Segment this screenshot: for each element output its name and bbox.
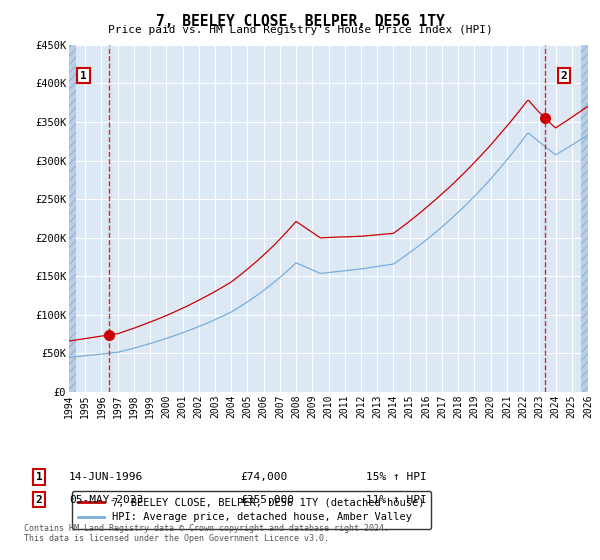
Text: 15% ↑ HPI: 15% ↑ HPI (366, 472, 427, 482)
Text: £355,000: £355,000 (240, 494, 294, 505)
Legend: 7, BEELEY CLOSE, BELPER, DE56 1TY (detached house), HPI: Average price, detached: 7, BEELEY CLOSE, BELPER, DE56 1TY (detac… (71, 491, 431, 529)
Text: 11% ↑ HPI: 11% ↑ HPI (366, 494, 427, 505)
Bar (69, 45, 76, 392)
Text: 2: 2 (35, 494, 43, 505)
Text: 05-MAY-2023: 05-MAY-2023 (69, 494, 143, 505)
Bar (581, 45, 588, 392)
Text: Price paid vs. HM Land Registry's House Price Index (HPI): Price paid vs. HM Land Registry's House … (107, 25, 493, 35)
Text: £74,000: £74,000 (240, 472, 287, 482)
Text: Contains HM Land Registry data © Crown copyright and database right 2024.
This d: Contains HM Land Registry data © Crown c… (24, 524, 389, 543)
Text: 7, BEELEY CLOSE, BELPER, DE56 1TY: 7, BEELEY CLOSE, BELPER, DE56 1TY (155, 14, 445, 29)
Text: 14-JUN-1996: 14-JUN-1996 (69, 472, 143, 482)
Text: 1: 1 (35, 472, 43, 482)
Text: 1: 1 (80, 71, 87, 81)
Text: 2: 2 (560, 71, 567, 81)
